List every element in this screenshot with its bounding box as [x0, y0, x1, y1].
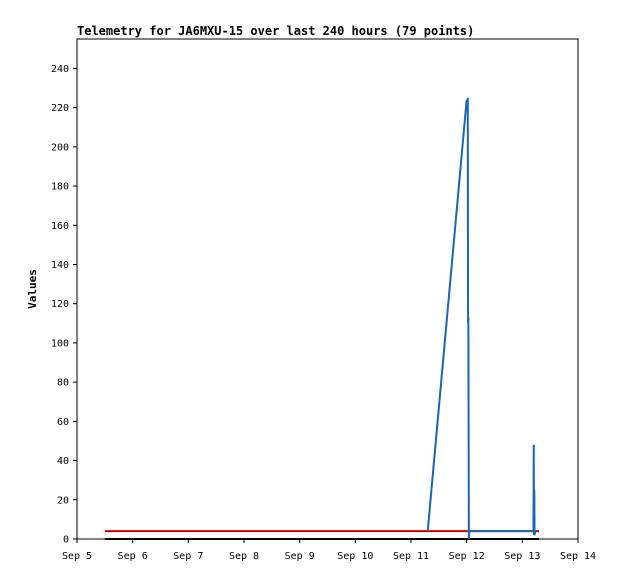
- y-axis: 0 20 40 60 80 100 120 140 160 180 200 220 240: [51, 64, 77, 546]
- y-axis-label: Values: [26, 269, 39, 309]
- y-tick-label: 180: [51, 182, 69, 193]
- y-tick-label: 240: [51, 64, 69, 75]
- x-tick-label: Sep 14: [560, 551, 596, 562]
- y-tick-label: 140: [51, 260, 69, 271]
- x-tick-label: Sep 5: [62, 551, 92, 562]
- y-tick-label: 120: [51, 299, 69, 310]
- plot-area: [76, 38, 579, 540]
- x-tick-label: Sep 8: [229, 551, 259, 562]
- x-tick-label: Sep 12: [449, 551, 485, 562]
- y-tick-label: 220: [51, 103, 69, 114]
- y-tick-label: 100: [51, 338, 69, 349]
- series-line-3: [426, 97, 537, 540]
- y-tick-label: 20: [57, 495, 69, 506]
- x-tick-label: Sep 9: [285, 551, 315, 562]
- y-tick-label: 160: [51, 221, 69, 232]
- y-tick-label: 200: [51, 142, 69, 153]
- x-tick-label: Sep 11: [393, 551, 429, 562]
- y-tick-label: 40: [57, 456, 69, 467]
- chart-title: Telemetry for JA6MXU-15 over last 240 ho…: [77, 24, 474, 38]
- y-tick-label: 80: [57, 378, 69, 389]
- x-tick-label: Sep 13: [504, 551, 540, 562]
- x-axis: Sep 5 Sep 6 Sep 7 Sep 8 Sep 9 Sep 10 Sep 11 Sep…: [62, 539, 596, 562]
- x-tick-label: Sep 10: [337, 551, 373, 562]
- x-tick-label: Sep 7: [173, 551, 203, 562]
- y-tick-label: 60: [57, 417, 69, 428]
- x-tick-label: Sep 6: [118, 551, 148, 562]
- y-tick-label: 0: [63, 535, 69, 546]
